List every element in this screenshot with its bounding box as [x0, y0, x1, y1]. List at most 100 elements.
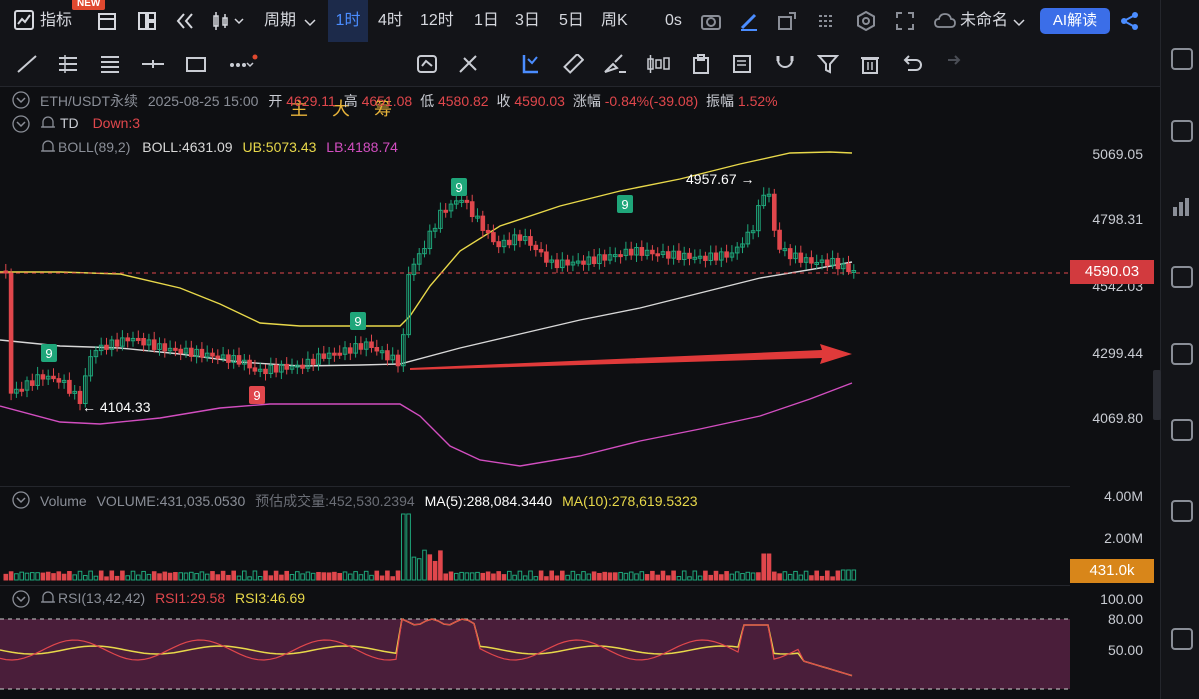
- rectangle-icon[interactable]: [185, 54, 207, 77]
- panel-scroll-handle[interactable]: [1153, 370, 1161, 420]
- redo-icon[interactable]: [942, 54, 964, 77]
- candle[interactable]: [332, 352, 337, 356]
- candle[interactable]: [273, 364, 279, 373]
- expand-icon[interactable]: [777, 11, 797, 34]
- candle[interactable]: [549, 259, 555, 263]
- candle[interactable]: [639, 247, 645, 256]
- candle[interactable]: [141, 338, 146, 346]
- candle[interactable]: [3, 270, 9, 274]
- candle[interactable]: [247, 359, 252, 369]
- candle[interactable]: [454, 200, 459, 205]
- candle[interactable]: [77, 390, 83, 405]
- calendar-icon[interactable]: [97, 11, 117, 34]
- candle[interactable]: [321, 353, 327, 359]
- candle[interactable]: [448, 203, 454, 212]
- candle[interactable]: [607, 254, 613, 261]
- share-icon[interactable]: [1120, 11, 1140, 34]
- candle[interactable]: [8, 272, 14, 394]
- candle[interactable]: [199, 348, 205, 358]
- bell-icon[interactable]: [40, 590, 56, 609]
- candle[interactable]: [289, 365, 295, 370]
- candle[interactable]: [464, 199, 470, 203]
- candle[interactable]: [533, 244, 539, 251]
- main-indicator-button[interactable]: 主: [290, 99, 308, 119]
- candle[interactable]: [480, 215, 486, 231]
- candle[interactable]: [560, 259, 565, 269]
- candle[interactable]: [51, 375, 56, 380]
- candle[interactable]: [809, 257, 814, 264]
- candle[interactable]: [740, 243, 745, 248]
- candle[interactable]: [734, 246, 740, 254]
- candle[interactable]: [469, 201, 475, 218]
- candle[interactable]: [316, 353, 321, 365]
- more-icon[interactable]: [228, 54, 258, 77]
- candle[interactable]: [263, 368, 268, 375]
- candle[interactable]: [703, 255, 708, 261]
- candle[interactable]: [496, 241, 501, 248]
- candle[interactable]: [83, 375, 88, 405]
- tab-week[interactable]: 周K: [601, 12, 628, 29]
- tab-4h[interactable]: 4时: [378, 12, 403, 29]
- candle[interactable]: [284, 363, 289, 370]
- candle[interactable]: [766, 193, 772, 197]
- candle[interactable]: [136, 337, 141, 341]
- candle[interactable]: [369, 341, 374, 349]
- candle[interactable]: [268, 364, 274, 375]
- tab-12h[interactable]: 12时: [420, 12, 454, 29]
- sidebar-etf-icon[interactable]: [1171, 343, 1193, 365]
- sidebar-chart-icon[interactable]: [1171, 266, 1193, 288]
- candle[interactable]: [586, 256, 592, 265]
- candle[interactable]: [40, 374, 46, 380]
- candle[interactable]: [390, 354, 395, 361]
- candle[interactable]: [61, 379, 67, 383]
- candle[interactable]: [337, 352, 342, 356]
- sidebar-bot-icon[interactable]: [1171, 419, 1193, 441]
- pencil-icon[interactable]: [739, 11, 759, 34]
- candle[interactable]: [554, 259, 560, 269]
- candle[interactable]: [194, 348, 199, 357]
- candle[interactable]: [19, 388, 24, 392]
- candle[interactable]: [507, 239, 512, 246]
- candle[interactable]: [846, 263, 851, 273]
- candle[interactable]: [708, 252, 714, 261]
- candle[interactable]: [528, 236, 533, 246]
- collapse-icon[interactable]: [12, 590, 30, 611]
- candle[interactable]: [650, 249, 655, 255]
- candle[interactable]: [840, 263, 846, 270]
- candle[interactable]: [104, 344, 109, 350]
- candle[interactable]: [687, 252, 692, 259]
- candle[interactable]: [162, 343, 168, 352]
- candle[interactable]: [745, 231, 751, 245]
- candle[interactable]: [628, 248, 634, 256]
- sidebar-grid-icon[interactable]: [1171, 628, 1193, 650]
- candle[interactable]: [326, 352, 332, 359]
- candle[interactable]: [613, 254, 618, 258]
- rewind-icon[interactable]: [174, 11, 196, 34]
- big-order-button[interactable]: 大: [332, 99, 350, 119]
- magnet-icon[interactable]: [775, 54, 797, 77]
- candle[interactable]: [379, 350, 385, 354]
- candle[interactable]: [501, 239, 507, 248]
- candle[interactable]: [411, 263, 417, 276]
- candle[interactable]: [210, 352, 215, 357]
- refresh-icon[interactable]: [416, 54, 438, 77]
- candle[interactable]: [634, 247, 639, 256]
- candle[interactable]: [819, 259, 825, 263]
- bookmark-icon[interactable]: [520, 53, 542, 78]
- candle[interactable]: [204, 352, 210, 358]
- candle[interactable]: [544, 251, 549, 263]
- candle[interactable]: [438, 209, 443, 229]
- candle[interactable]: [432, 227, 438, 232]
- candle[interactable]: [798, 252, 804, 263]
- candle[interactable]: [787, 248, 793, 260]
- candle[interactable]: [666, 251, 671, 259]
- candle[interactable]: [279, 363, 284, 373]
- candle[interactable]: [538, 249, 544, 253]
- candle[interactable]: [242, 359, 247, 365]
- candle[interactable]: [183, 347, 189, 354]
- candle[interactable]: [146, 339, 152, 346]
- candle[interactable]: [358, 343, 364, 350]
- candle[interactable]: [310, 358, 316, 365]
- candle[interactable]: [692, 256, 698, 260]
- indicator-button[interactable]: 指标: [40, 12, 73, 29]
